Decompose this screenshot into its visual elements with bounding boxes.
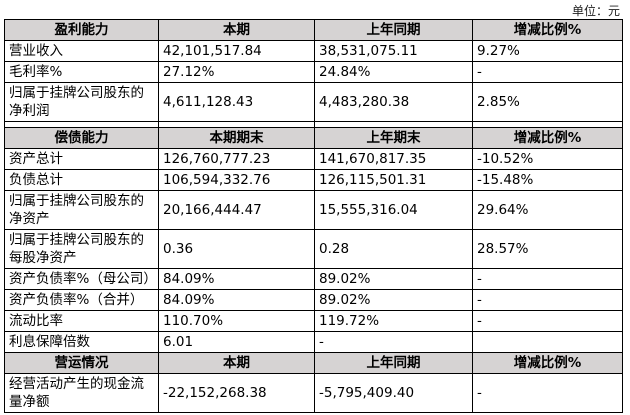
row-label: 资产负债率%（合并） xyxy=(4,289,159,311)
data-row: 营业收入 42,101,517.84 38,531,075.11 9.27% xyxy=(4,40,623,62)
cell: 126,115,501.31 xyxy=(314,169,473,191)
row-label: 营业收入 xyxy=(4,40,159,62)
header-cell: 本期 xyxy=(158,19,315,41)
header-cell: 营运情况 xyxy=(4,352,159,374)
header-cell: 偿债能力 xyxy=(4,127,159,149)
data-row: 归属于挂牌公司股东的净资产 20,166,444.47 15,555,316.04 2… xyxy=(4,190,623,230)
cell: 38,531,075.11 xyxy=(314,40,473,62)
cell: 15,555,316.04 xyxy=(314,190,473,230)
unit-note: 单位：元 xyxy=(571,4,620,18)
cell: 4,611,128.43 xyxy=(158,82,315,122)
cell xyxy=(472,331,623,353)
cell: 6.01 xyxy=(158,331,315,353)
cell: 4,483,280.38 xyxy=(314,82,473,122)
cell: 126,760,777.23 xyxy=(158,148,315,170)
header-cell: 本期期末 xyxy=(158,127,315,149)
cell: -10.52% xyxy=(472,148,623,170)
cell: -15.48% xyxy=(472,169,623,191)
data-row: 负债总计 106,594,332.76 126,115,501.31 -15.48% xyxy=(4,169,623,191)
row-label: 经营活动产生的现金流量净额 xyxy=(4,373,159,413)
cell: 89.02% xyxy=(314,268,473,290)
row-label: 资产总计 xyxy=(4,148,159,170)
row-label: 归属于挂牌公司股东的净利润 xyxy=(4,82,159,122)
row-label: 负债总计 xyxy=(4,169,159,191)
header-cell: 增减比例% xyxy=(472,127,623,149)
header-cell: 上年同期 xyxy=(314,19,473,41)
data-row: 利息保障倍数 6.01- xyxy=(4,331,623,353)
header-row: 偿债能力 本期期末 上年期末 增减比例% xyxy=(4,127,623,149)
header-row: 营运情况 本期 上年同期 增减比例% xyxy=(4,352,623,374)
cell: 42,101,517.84 xyxy=(158,40,315,62)
cell: 84.09% xyxy=(158,289,315,311)
data-row: 归属于挂牌公司股东的净利润 4,611,128.43 4,483,280.38 2.8… xyxy=(4,82,623,122)
data-row: 资产负债率%（母公司） 84.09% 89.02% - xyxy=(4,268,623,290)
financial-table: 盈利能力 本期 上年同期 增减比例% 营业收入 42,101,517.84 38,531,0… xyxy=(4,19,623,413)
cell: 141,670,817.35 xyxy=(314,148,473,170)
header-cell: 增减比例% xyxy=(472,19,623,41)
header-row: 盈利能力 本期 上年同期 增减比例% xyxy=(4,19,623,41)
data-row: 经营活动产生的现金流量净额 -22,152,268.38 -5,795,409.40… xyxy=(4,373,623,413)
cell: 110.70% xyxy=(158,310,315,332)
data-row: 毛利率% 27.12% 24.84% - xyxy=(4,61,623,83)
cell: - xyxy=(472,268,623,290)
header-cell: 上年期末 xyxy=(314,127,473,149)
cell: 20,166,444.47 xyxy=(158,190,315,230)
header-cell: 上年同期 xyxy=(314,352,473,374)
data-row: 资产总计 126,760,777.23 141,670,817.35 -10.52% xyxy=(4,148,623,170)
cell: - xyxy=(472,61,623,83)
cell: 0.36 xyxy=(158,229,315,269)
header-cell: 增减比例% xyxy=(472,352,623,374)
cell: 27.12% xyxy=(158,61,315,83)
cell: -22,152,268.38 xyxy=(158,373,315,413)
cell: - xyxy=(472,289,623,311)
cell: 9.27% xyxy=(472,40,623,62)
cell: 24.84% xyxy=(314,61,473,83)
data-row: 流动比率 110.70% 119.72% - xyxy=(4,310,623,332)
cell: 106,594,332.76 xyxy=(158,169,315,191)
cell: - xyxy=(472,373,623,413)
cell: 29.64% xyxy=(472,190,623,230)
row-label: 归属于挂牌公司股东的每股净资产 xyxy=(4,229,159,269)
row-label: 毛利率% xyxy=(4,61,159,83)
cell: 84.09% xyxy=(158,268,315,290)
row-label: 资产负债率%（母公司） xyxy=(4,268,159,290)
cell: 89.02% xyxy=(314,289,473,311)
table-body: 盈利能力 本期 上年同期 增减比例% 营业收入 42,101,517.84 38,531,0… xyxy=(4,19,623,413)
cell: 119.72% xyxy=(314,310,473,332)
header-cell: 本期 xyxy=(158,352,315,374)
row-label: 归属于挂牌公司股东的净资产 xyxy=(4,190,159,230)
cell: -5,795,409.40 xyxy=(314,373,473,413)
cell: - xyxy=(472,310,623,332)
cell: - xyxy=(314,331,473,353)
row-label: 流动比率 xyxy=(4,310,159,332)
row-label: 利息保障倍数 xyxy=(4,331,159,353)
cell: 28.57% xyxy=(472,229,623,269)
data-row: 资产负债率%（合并） 84.09% 89.02% - xyxy=(4,289,623,311)
cell: 2.85% xyxy=(472,82,623,122)
cell: 0.28 xyxy=(314,229,473,269)
header-cell: 盈利能力 xyxy=(4,19,159,41)
data-row: 归属于挂牌公司股东的每股净资产 0.36 0.28 28.57% xyxy=(4,229,623,269)
